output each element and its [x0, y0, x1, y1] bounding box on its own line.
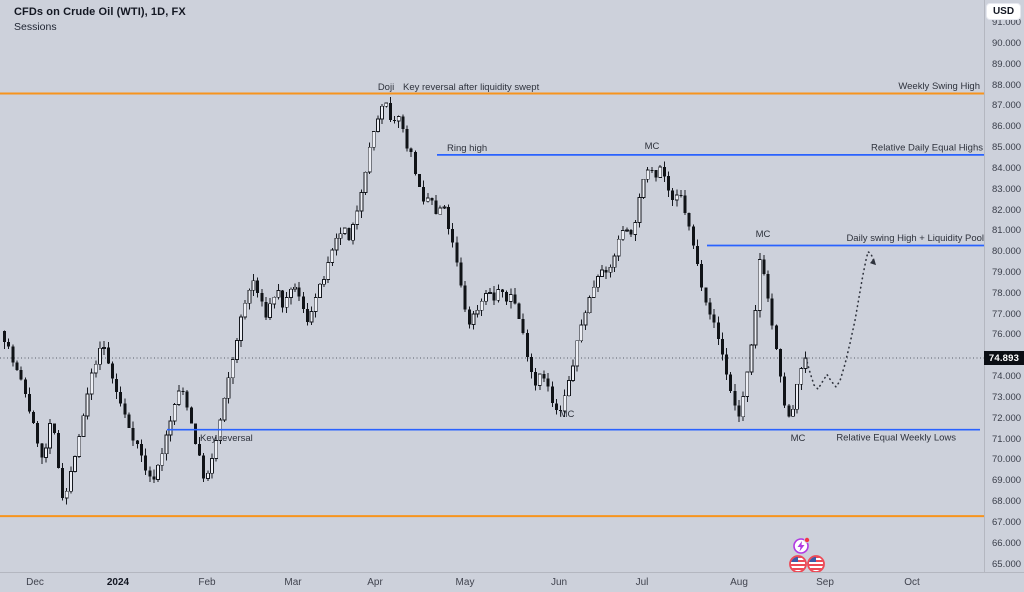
chart-annotation[interactable]: MC [645, 141, 660, 152]
price-axis-label: 67.000 [992, 516, 1022, 528]
price-axis-label: 72.000 [992, 412, 1022, 424]
chart-annotation[interactable]: MC [791, 433, 806, 444]
price-axis[interactable]: 91.000 90.000 89.000 88.000 87.000 86.000 85.0… [984, 0, 1024, 572]
chart-legend: CFDs on Crude Oil (WTI), 1D, FX Sessions [14, 6, 186, 33]
candlestick-series[interactable] [3, 97, 808, 505]
time-axis-label: Jul [635, 577, 649, 588]
price-axis-label: 73.000 [992, 391, 1022, 403]
price-axis-label: 87.000 [992, 100, 1022, 112]
level-line-relative-equal-weekly-lows[interactable]: Relative Equal Weekly Lows [167, 428, 980, 444]
price-axis-label: 66.000 [992, 537, 1022, 549]
projection-arrow[interactable] [805, 250, 876, 391]
price-axis-label: 83.000 [992, 183, 1022, 195]
svg-text:Daily swing High + Liquidity P: Daily swing High + Liquidity Pool [846, 233, 984, 244]
price-axis-label: 82.000 [992, 204, 1022, 216]
chart-annotation[interactable]: Doji [378, 82, 394, 93]
price-axis-label: 84.000 [992, 162, 1022, 174]
candlestick-chart-canvas[interactable]: Weekly Swing High Relative Daily Equal Hi… [0, 0, 984, 572]
price-axis-label: 68.000 [992, 496, 1022, 508]
chart-annotation[interactable]: Key reversal [200, 433, 253, 444]
svg-text:Relative Equal Weekly Lows: Relative Equal Weekly Lows [836, 433, 956, 444]
chart-annotation[interactable]: MC [560, 409, 575, 420]
chart-annotation[interactable]: MC [756, 229, 771, 240]
level-line-relative-daily-equal-highs[interactable]: Relative Daily Equal Highs [437, 142, 984, 156]
chart-annotation[interactable]: Key reversal after liquidity swept [403, 82, 540, 93]
price-axis-label: 65.000 [992, 558, 1022, 570]
price-axis-label: 74.000 [992, 371, 1022, 383]
price-axis-label: 89.000 [992, 58, 1022, 70]
price-axis-label: 76.000 [992, 329, 1022, 341]
price-axis-label: 77.000 [992, 308, 1022, 320]
time-axis-label: May [455, 577, 475, 588]
time-axis-label: Oct [904, 577, 920, 588]
time-axis-label: Aug [730, 577, 748, 588]
symbol-title[interactable]: CFDs on Crude Oil (WTI), 1D, FX [14, 6, 186, 18]
price-axis-label: 69.000 [992, 475, 1022, 487]
time-axis[interactable]: Dec 2024 Feb Mar Apr May Jun Jul Aug Sep Oct [0, 572, 1024, 592]
time-axis-label: Mar [284, 577, 302, 588]
svg-text:Relative Daily Equal Highs: Relative Daily Equal Highs [871, 142, 983, 153]
indicator-sessions[interactable]: Sessions [14, 21, 57, 33]
time-axis-label: Feb [198, 577, 216, 588]
time-axis-label: Dec [26, 577, 44, 588]
price-axis-label: 78.000 [992, 287, 1022, 299]
price-axis-label: 90.000 [992, 38, 1022, 50]
event-marker-flag-icon[interactable] [789, 555, 807, 572]
currency-button[interactable]: USD [986, 3, 1021, 20]
price-axis-label: 91.000 [992, 17, 1022, 29]
chart-annotation[interactable]: Ring high [447, 143, 487, 154]
price-axis-label: 85.000 [992, 142, 1022, 154]
event-marker-flag-icon[interactable] [807, 555, 825, 572]
time-axis-label: Apr [367, 577, 383, 588]
svg-text:Weekly Swing High: Weekly Swing High [898, 81, 980, 92]
current-price-label: 74.893 [984, 351, 1024, 366]
price-axis-label: 80.000 [992, 246, 1022, 258]
chart-plot-area[interactable]: Weekly Swing High Relative Daily Equal Hi… [0, 0, 984, 572]
time-axis-label: 2024 [106, 577, 130, 588]
event-marker-lightning-icon[interactable] [793, 537, 811, 554]
level-line-weekly-swing-high[interactable]: Weekly Swing High [0, 81, 984, 95]
level-line-daily-swing-high-liquidity-pool[interactable]: Daily swing High + Liquidity Pool [707, 233, 984, 247]
price-axis-label: 88.000 [992, 79, 1022, 91]
price-axis-label: 86.000 [992, 121, 1022, 133]
price-axis-label: 70.000 [992, 454, 1022, 466]
time-axis-label: Jun [550, 577, 568, 588]
price-axis-label: 79.000 [992, 267, 1022, 279]
price-axis-label: 81.000 [992, 225, 1022, 237]
price-axis-label: 71.000 [992, 433, 1022, 445]
time-axis-label: Sep [816, 577, 834, 588]
